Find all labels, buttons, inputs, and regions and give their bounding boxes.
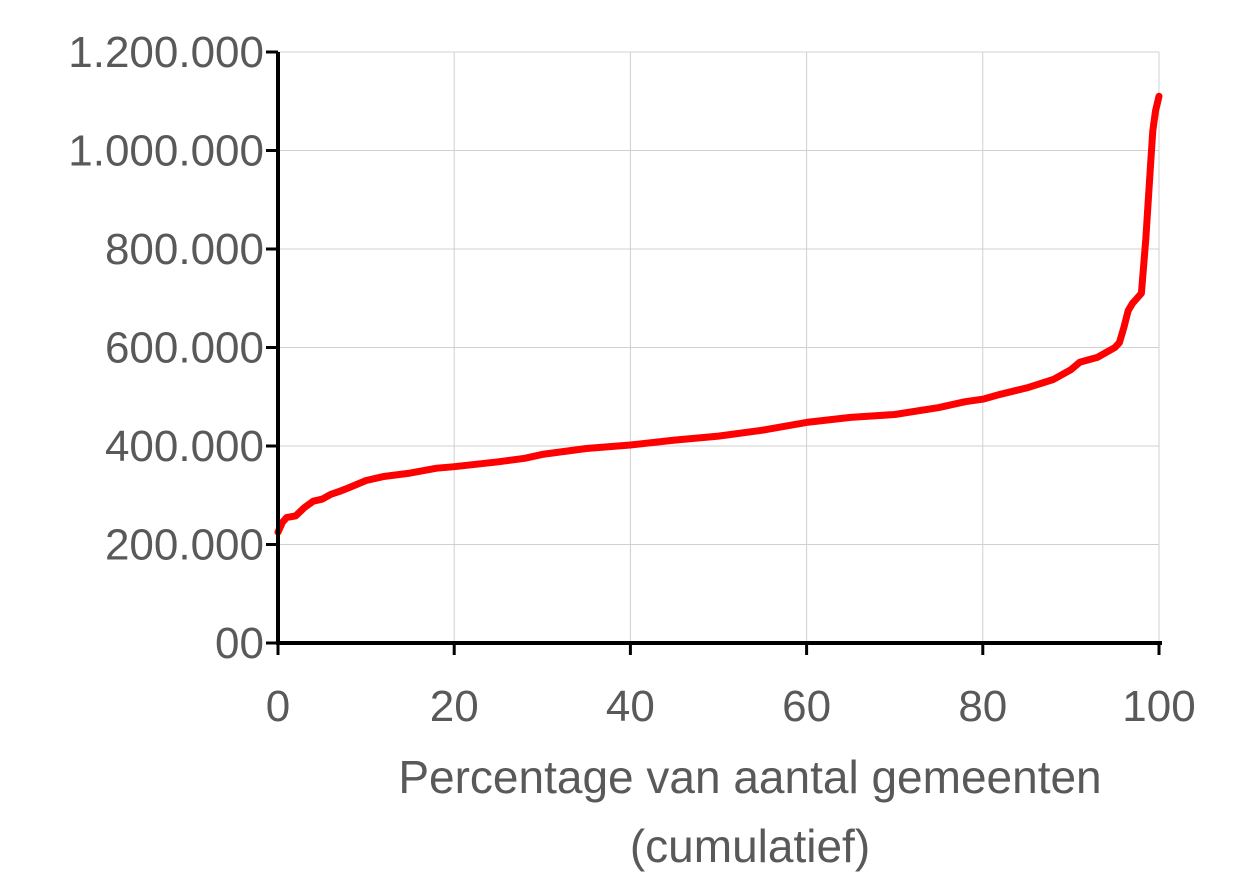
y-tick-label: 600.000 (105, 324, 264, 373)
y-tick-label: 400.000 (105, 422, 264, 471)
x-axis-title: Percentage van aantal gemeenten (398, 751, 1101, 803)
x-tick-label: 40 (606, 682, 655, 731)
x-tick-label: 20 (430, 682, 479, 731)
series-line (274, 92, 1163, 536)
series-layer (274, 92, 1163, 536)
grid-lines (278, 51, 1160, 643)
y-tick-label: 1.200.000 (68, 28, 264, 77)
x-tick-label: 0 (266, 682, 290, 731)
x-tick-label: 100 (1122, 682, 1195, 731)
x-tick-label: 80 (958, 682, 1007, 731)
x-axis-title-line2: (cumulatief) (630, 820, 870, 872)
y-tick-label: 00 (215, 619, 264, 668)
y-tick-label: 1.000.000 (68, 127, 264, 176)
y-tick-label: 200.000 (105, 521, 264, 570)
y-tick-label: 800.000 (105, 225, 264, 274)
tick-labels: 00 200.000 400.000 600.000 800.000 1.000.000 1… (68, 28, 1195, 731)
tick-marks (266, 50, 1161, 655)
x-tick-label: 60 (782, 682, 831, 731)
